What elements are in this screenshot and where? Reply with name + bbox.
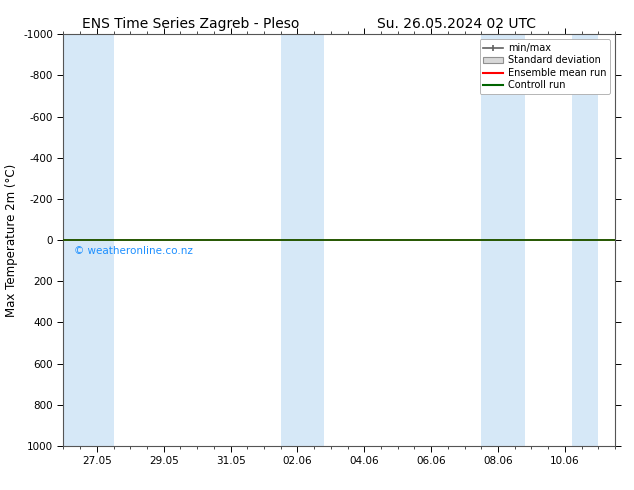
Text: © weatheronline.co.nz: © weatheronline.co.nz [74, 246, 193, 256]
Bar [481, 34, 525, 446]
Bar [281, 34, 324, 446]
Bar [571, 34, 598, 446]
Legend: min/max, Standard deviation, Ensemble mean run, Controll run: min/max, Standard deviation, Ensemble me… [479, 39, 610, 94]
Text: Su. 26.05.2024 02 UTC: Su. 26.05.2024 02 UTC [377, 17, 536, 31]
Y-axis label: Max Temperature 2m (°C): Max Temperature 2m (°C) [4, 164, 18, 317]
Text: ENS Time Series Zagreb - Pleso: ENS Time Series Zagreb - Pleso [82, 17, 299, 31]
Bar [63, 34, 113, 446]
